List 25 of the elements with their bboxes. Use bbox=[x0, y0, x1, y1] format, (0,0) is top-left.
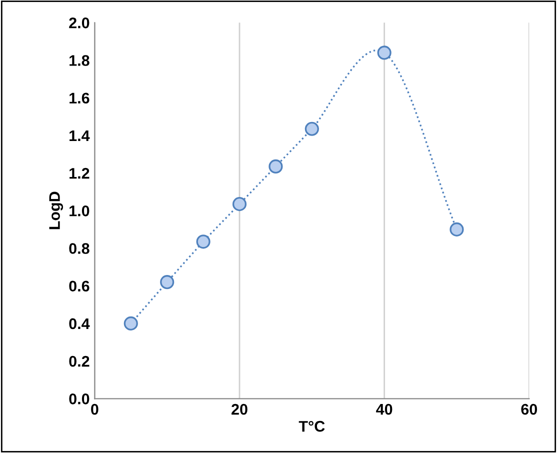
point bbox=[268, 159, 283, 174]
point bbox=[304, 122, 319, 136]
x-tick-label: 0 bbox=[91, 404, 98, 415]
y-tick-label: 1.6 bbox=[70, 92, 90, 104]
point bbox=[377, 46, 392, 60]
y-tick-label: 1.2 bbox=[70, 168, 90, 179]
x-tick-label: 40 bbox=[376, 404, 392, 415]
point bbox=[124, 316, 138, 330]
y-tick-label: 0.4 bbox=[69, 318, 90, 330]
y-axis-title: LogD bbox=[49, 192, 64, 230]
y-tick-label: 2.0 bbox=[69, 18, 90, 28]
y-tick-label: 0.6 bbox=[69, 280, 90, 292]
y-tick-label: 0.8 bbox=[69, 243, 90, 254]
point bbox=[450, 222, 464, 236]
y-tick-label: 0.0 bbox=[69, 394, 90, 404]
x-tick-label: 60 bbox=[521, 404, 538, 415]
y-tick-label: 1.0 bbox=[70, 206, 90, 216]
point bbox=[232, 197, 247, 212]
y-tick-label: 0.2 bbox=[69, 356, 90, 367]
point bbox=[160, 275, 174, 290]
y-tick-label: 1.4 bbox=[70, 130, 90, 141]
y-tick-label: 1.8 bbox=[70, 55, 90, 66]
x-tick-label: 20 bbox=[232, 404, 248, 415]
x-axis-title: T°C bbox=[298, 420, 325, 432]
point bbox=[196, 234, 210, 249]
